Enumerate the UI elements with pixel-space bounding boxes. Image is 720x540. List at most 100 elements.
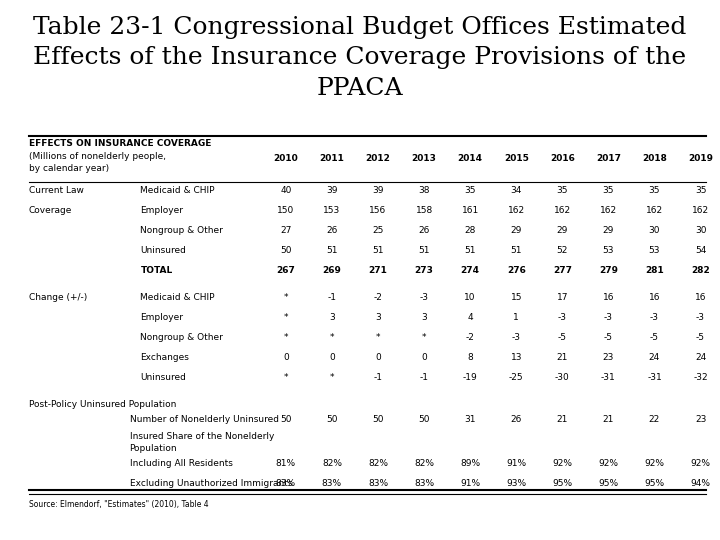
- Text: 4: 4: [467, 313, 473, 322]
- Text: 83%: 83%: [414, 478, 434, 488]
- Text: 91%: 91%: [460, 478, 480, 488]
- Text: Current Law: Current Law: [29, 186, 84, 195]
- Text: 26: 26: [418, 226, 430, 235]
- Text: 92%: 92%: [690, 458, 711, 468]
- Text: 50: 50: [280, 246, 292, 255]
- Text: Employer: Employer: [140, 206, 184, 215]
- Text: 1: 1: [513, 313, 519, 322]
- Text: Excluding Unauthorized Immigrants: Excluding Unauthorized Immigrants: [130, 478, 292, 488]
- Text: 153: 153: [323, 206, 341, 215]
- Text: 30: 30: [649, 226, 660, 235]
- Text: *: *: [284, 293, 288, 302]
- Text: Insured Share of the Nonelderly: Insured Share of the Nonelderly: [130, 431, 274, 441]
- Text: 83%: 83%: [322, 478, 342, 488]
- Text: 92%: 92%: [644, 458, 665, 468]
- Text: 0: 0: [329, 353, 335, 362]
- Text: 21: 21: [557, 353, 568, 362]
- Text: -1: -1: [328, 293, 336, 302]
- Text: 51: 51: [326, 246, 338, 255]
- Text: -31: -31: [601, 373, 616, 382]
- Text: 30: 30: [695, 226, 706, 235]
- Text: 273: 273: [415, 266, 433, 275]
- Text: 24: 24: [695, 353, 706, 362]
- Text: 24: 24: [649, 353, 660, 362]
- Text: 0: 0: [375, 353, 381, 362]
- Text: 23: 23: [695, 415, 706, 423]
- Text: 2012: 2012: [366, 154, 390, 164]
- Text: 94%: 94%: [690, 478, 711, 488]
- Text: 26: 26: [510, 415, 522, 423]
- Text: 93%: 93%: [506, 478, 526, 488]
- Text: 31: 31: [464, 415, 476, 423]
- Text: 25: 25: [372, 226, 384, 235]
- Text: 29: 29: [557, 226, 568, 235]
- Text: 35: 35: [557, 186, 568, 195]
- Text: 8: 8: [467, 353, 473, 362]
- Text: 34: 34: [510, 186, 522, 195]
- Text: Nongroup & Other: Nongroup & Other: [140, 333, 223, 342]
- Text: 26: 26: [326, 226, 338, 235]
- Text: 162: 162: [508, 206, 525, 215]
- Text: 13: 13: [510, 353, 522, 362]
- Text: 2017: 2017: [596, 154, 621, 164]
- Text: 95%: 95%: [552, 478, 572, 488]
- Text: 2011: 2011: [320, 154, 344, 164]
- Text: Employer: Employer: [140, 313, 184, 322]
- Text: 81%: 81%: [276, 458, 296, 468]
- Text: 27: 27: [280, 226, 292, 235]
- Text: 39: 39: [372, 186, 384, 195]
- Text: 158: 158: [415, 206, 433, 215]
- Text: 2018: 2018: [642, 154, 667, 164]
- Text: Population: Population: [130, 443, 177, 453]
- Text: -1: -1: [420, 373, 428, 382]
- Text: 2014: 2014: [458, 154, 482, 164]
- Text: *: *: [284, 313, 288, 322]
- Text: 22: 22: [649, 415, 660, 423]
- Text: 89%: 89%: [460, 458, 480, 468]
- Text: Coverage: Coverage: [29, 206, 72, 215]
- Text: 50: 50: [372, 415, 384, 423]
- Text: 150: 150: [277, 206, 294, 215]
- Text: 83%: 83%: [276, 478, 296, 488]
- Text: 28: 28: [464, 226, 476, 235]
- Text: -3: -3: [558, 313, 567, 322]
- Text: 51: 51: [510, 246, 522, 255]
- Text: 40: 40: [280, 186, 292, 195]
- Text: 274: 274: [461, 266, 480, 275]
- Text: 51: 51: [418, 246, 430, 255]
- Text: -3: -3: [650, 313, 659, 322]
- Text: 21: 21: [603, 415, 614, 423]
- Text: *: *: [376, 333, 380, 342]
- Text: Uninsured: Uninsured: [140, 246, 186, 255]
- Text: -32: -32: [693, 373, 708, 382]
- Text: 29: 29: [510, 226, 522, 235]
- Text: Number of Nonelderly Uninsured: Number of Nonelderly Uninsured: [130, 415, 279, 423]
- Text: 92%: 92%: [552, 458, 572, 468]
- Text: 51: 51: [372, 246, 384, 255]
- Text: Change (+/-): Change (+/-): [29, 293, 87, 302]
- Text: 23: 23: [603, 353, 614, 362]
- Text: 35: 35: [649, 186, 660, 195]
- Text: 16: 16: [695, 293, 706, 302]
- Text: 91%: 91%: [506, 458, 526, 468]
- Text: 276: 276: [507, 266, 526, 275]
- Text: 17: 17: [557, 293, 568, 302]
- Text: 3: 3: [375, 313, 381, 322]
- Text: *: *: [284, 333, 288, 342]
- Text: -19: -19: [463, 373, 477, 382]
- Text: *: *: [330, 333, 334, 342]
- Text: EFFECTS ON INSURANCE COVERAGE: EFFECTS ON INSURANCE COVERAGE: [29, 139, 211, 148]
- Text: 21: 21: [557, 415, 568, 423]
- Text: Medicaid & CHIP: Medicaid & CHIP: [140, 293, 215, 302]
- Text: 35: 35: [464, 186, 476, 195]
- Text: 50: 50: [326, 415, 338, 423]
- Text: TOTAL: TOTAL: [140, 266, 173, 275]
- Text: 51: 51: [464, 246, 476, 255]
- Text: -5: -5: [696, 333, 705, 342]
- Text: -5: -5: [650, 333, 659, 342]
- Text: 10: 10: [464, 293, 476, 302]
- Text: Uninsured: Uninsured: [140, 373, 186, 382]
- Text: 162: 162: [692, 206, 709, 215]
- Text: (Millions of nonelderly people,: (Millions of nonelderly people,: [29, 152, 166, 161]
- Text: -1: -1: [374, 373, 382, 382]
